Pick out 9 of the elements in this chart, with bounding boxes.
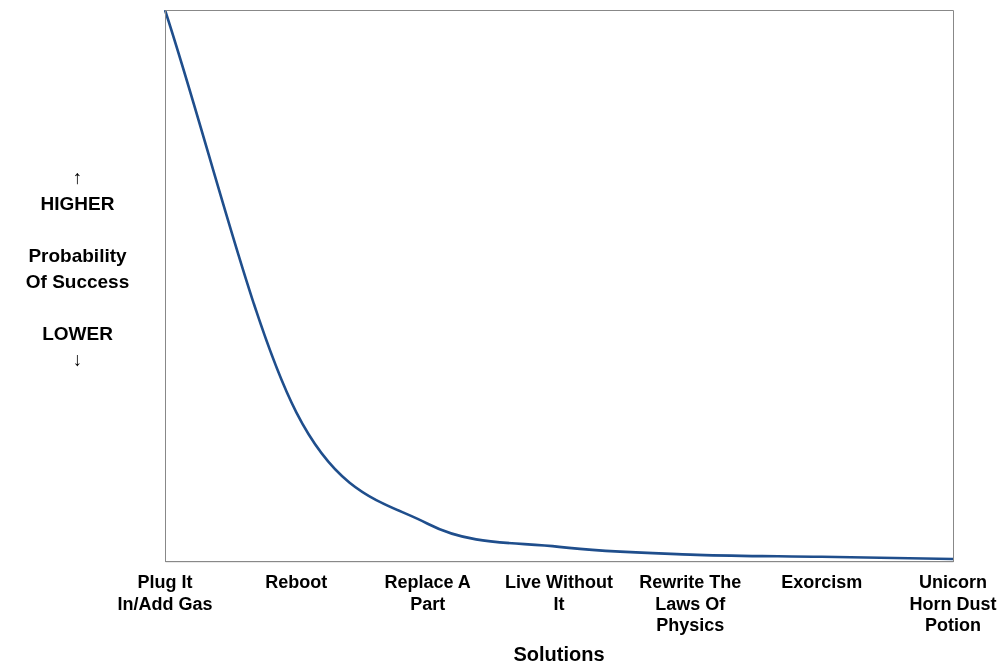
x-axis-title: Solutions bbox=[512, 643, 606, 666]
x-tick-label: Rewrite The Laws Of Physics bbox=[639, 571, 742, 636]
x-tick-label: Live Without It bbox=[505, 571, 613, 614]
x-tick-label: Unicorn Horn Dust Potion bbox=[909, 571, 997, 636]
text: ↑ HIGHER Probability Of Success LOWER ↓ bbox=[25, 167, 130, 370]
x-tick-label: Exorcism bbox=[781, 571, 863, 592]
x-tick-label: Plug It In/Add Gas bbox=[117, 571, 213, 614]
x-tick-label: Replace A Part bbox=[384, 571, 471, 614]
x-tick-label: Reboot bbox=[265, 571, 328, 592]
